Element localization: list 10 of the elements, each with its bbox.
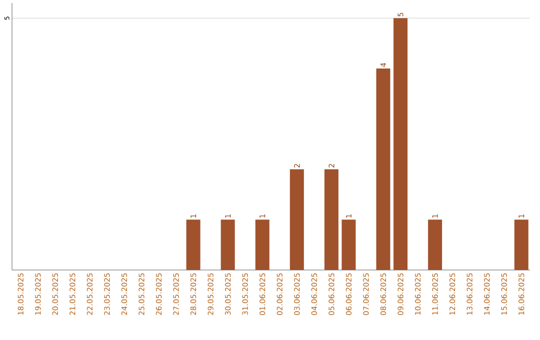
bar xyxy=(290,169,304,270)
bar xyxy=(394,18,408,270)
bar xyxy=(342,220,356,270)
bar xyxy=(514,220,528,270)
bar xyxy=(255,220,270,270)
bar xyxy=(220,220,235,270)
bar xyxy=(186,220,200,270)
bar xyxy=(324,169,338,270)
bar xyxy=(376,68,390,270)
bar xyxy=(428,220,442,270)
